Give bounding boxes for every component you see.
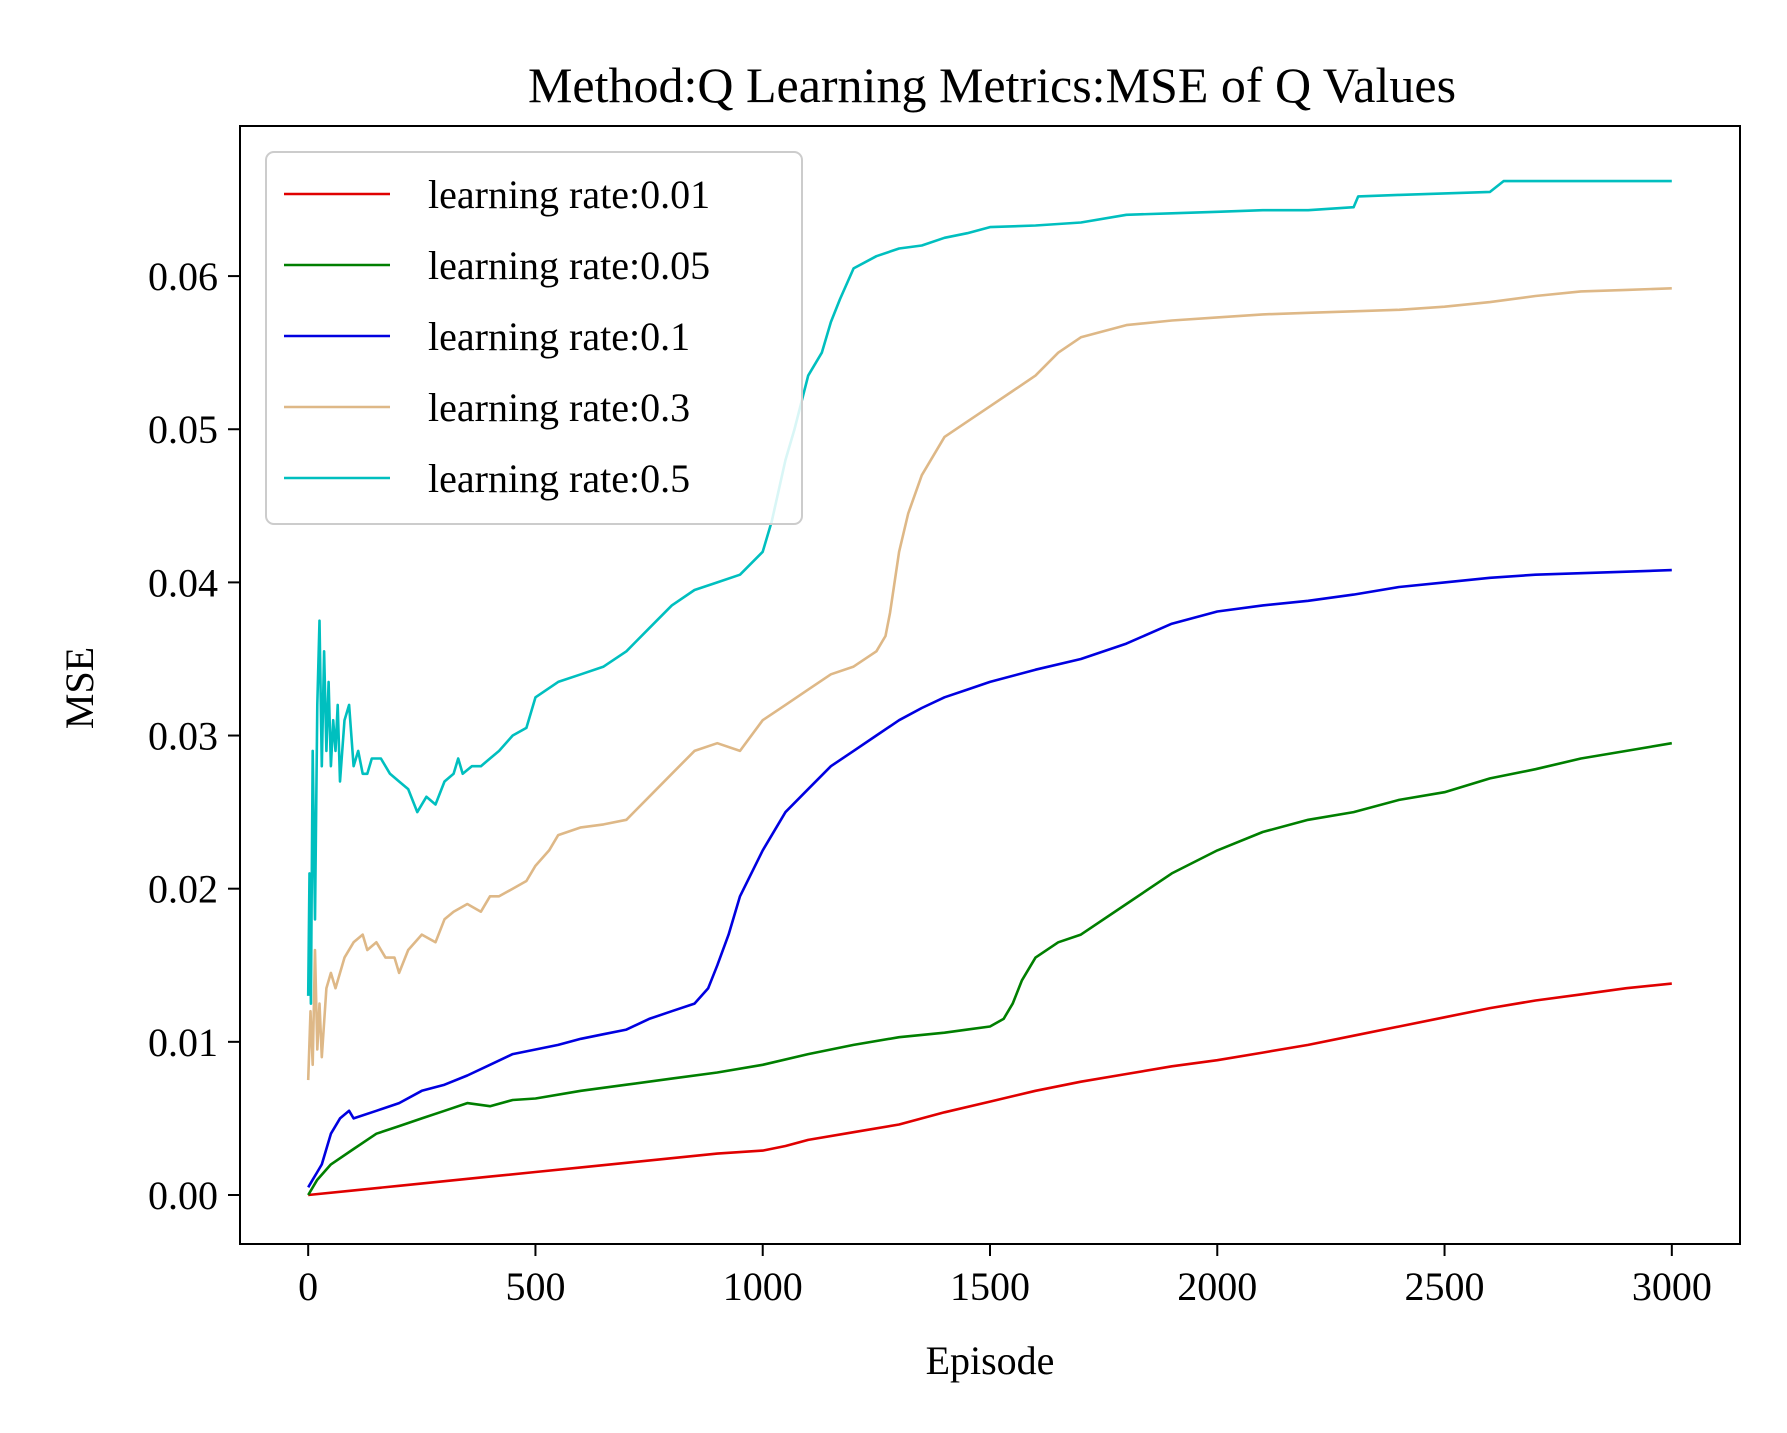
series-line-2 (307, 568, 1672, 1188)
y-tick-label-6: 0.06 (148, 254, 218, 299)
y-tick-label-1: 0.01 (148, 1020, 218, 1065)
series-line-4 (306, 179, 1672, 1005)
x-tick-label-6: 3000 (1632, 1264, 1712, 1309)
series-line-3 (306, 287, 1672, 1081)
legend-box (265, 151, 803, 525)
y-tick-label-5: 0.05 (148, 407, 218, 452)
x-tick-label-2: 1000 (723, 1264, 803, 1309)
legend-label-4: learning rate:0.5 (428, 456, 690, 501)
legend-label-1: learning rate:0.05 (428, 243, 710, 288)
legend-label-0: learning rate:0.01 (428, 172, 710, 217)
y-tick-label-3: 0.03 (148, 714, 218, 759)
legend-label-2: learning rate:0.1 (428, 314, 690, 359)
x-axis-label: Episode (926, 1338, 1055, 1383)
series-line-1 (307, 741, 1673, 1196)
y-tick-label-0: 0.00 (148, 1173, 218, 1218)
y-tick-label-4: 0.04 (148, 560, 218, 605)
series-layer (306, 179, 1673, 1197)
x-tick-label-4: 2000 (1177, 1264, 1257, 1309)
x-tick-label-1: 500 (505, 1264, 565, 1309)
legend-label-3: learning rate:0.3 (428, 385, 690, 430)
y-tick-label-2: 0.02 (148, 867, 218, 912)
x-axis: 0 500 1000 1500 2000 2500 3000 (298, 1244, 1712, 1309)
x-tick-label-3: 1500 (950, 1264, 1030, 1309)
x-tick-label-5: 2500 (1405, 1264, 1485, 1309)
legend: learning rate:0.01 learning rate:0.05 lear… (265, 151, 803, 525)
x-tick-label-0: 0 (298, 1264, 318, 1309)
series-line-0 (308, 982, 1672, 1197)
y-axis-label: MSE (57, 647, 102, 729)
chart-title: Method:Q Learning Metrics:MSE of Q Value… (528, 57, 1456, 113)
y-axis: 0.00 0.01 0.02 0.03 0.04 0.05 0.06 (148, 254, 240, 1218)
